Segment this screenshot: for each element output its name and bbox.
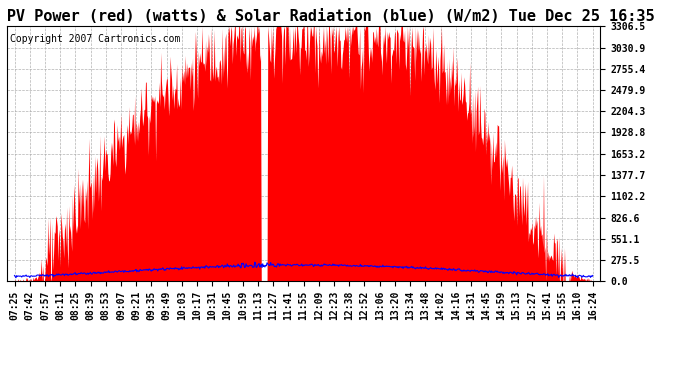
Title: Total PV Power (red) (watts) & Solar Radiation (blue) (W/m2) Tue Dec 25 16:35: Total PV Power (red) (watts) & Solar Rad…: [0, 9, 655, 24]
Text: Copyright 2007 Cartronics.com: Copyright 2007 Cartronics.com: [10, 34, 180, 44]
